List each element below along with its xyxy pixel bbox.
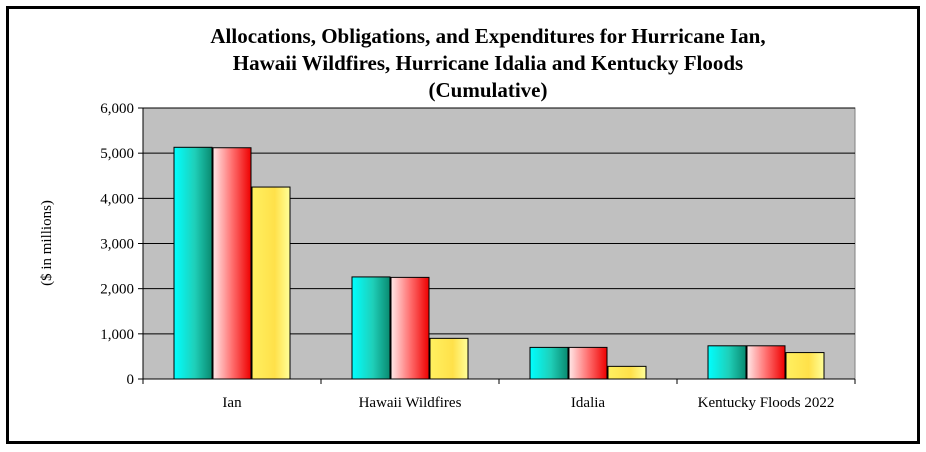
y-tick-label: 2,000 [100,282,134,298]
bar-hawaii-wildfires-series-1 [351,276,391,380]
x-tick-label: Ian [222,395,242,411]
y-tick-labels: 0 1,000 2,000 3,000 4,000 5,000 6,000 [100,101,143,388]
y-tick-label: 6,000 [100,101,134,117]
bar-kentucky-floods-2022-series-1 [707,345,747,380]
y-tick-label: 3,000 [100,237,134,253]
bar-ian-series-3 [251,186,291,380]
bar-ian-series-2 [212,147,252,380]
x-tick-label: Kentucky Floods 2022 [698,395,835,411]
chart-title-line-3: (Cumulative) [429,78,548,102]
bar-hawaii-wildfires-series-3 [429,337,469,380]
x-tick-label: Idalia [571,395,605,411]
x-tick-label: Hawaii Wildfires [359,395,462,411]
y-tick-label: 5,000 [100,146,134,162]
y-axis-label: ($ in millions) [39,200,55,286]
bar-kentucky-floods-2022-series-2 [746,345,786,380]
y-tick-label: 1,000 [100,327,134,343]
chart-title-line-2: Hawaii Wildfires, Hurricane Idalia and K… [233,51,743,75]
x-tick-labels: Ian Hawaii Wildfires Idalia Kentucky Floods… [142,379,856,411]
bar-idalia-series-2 [568,346,608,380]
bar-kentucky-floods-2022-series-3 [785,352,825,380]
y-tick-label: 0 [127,372,135,388]
bar-idalia-series-3 [607,365,647,380]
chart-title-line-1: Allocations, Obligations, and Expenditur… [210,24,765,48]
bar-idalia-series-1 [529,346,569,380]
bar-hawaii-wildfires-series-2 [390,276,430,380]
y-tick-label: 4,000 [100,191,134,207]
bar-ian-series-1 [173,146,213,380]
bars [173,146,825,380]
chart-title: Allocations, Obligations, and Expenditur… [210,24,765,102]
